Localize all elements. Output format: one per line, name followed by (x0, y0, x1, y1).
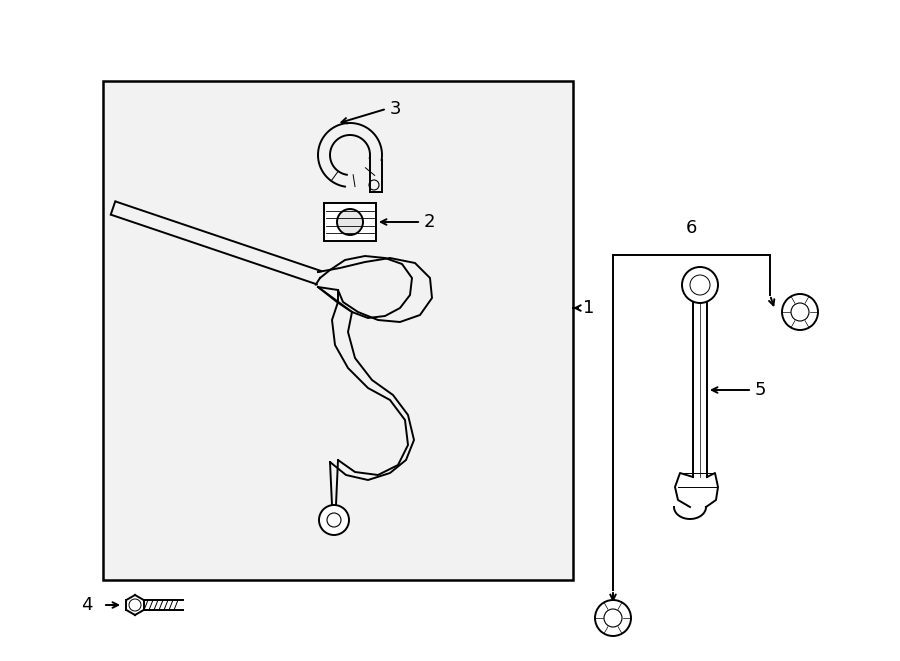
Bar (324, 203, 376, 241)
Text: 2: 2 (424, 213, 436, 231)
Circle shape (682, 267, 718, 303)
Circle shape (595, 600, 631, 636)
Bar (103, 81, 573, 580)
Text: 1: 1 (583, 299, 594, 317)
Circle shape (782, 294, 818, 330)
Text: 4: 4 (82, 596, 93, 614)
Circle shape (319, 505, 349, 535)
Text: 6: 6 (686, 219, 698, 237)
Text: 3: 3 (390, 100, 401, 118)
Text: 5: 5 (755, 381, 767, 399)
Circle shape (337, 209, 363, 235)
